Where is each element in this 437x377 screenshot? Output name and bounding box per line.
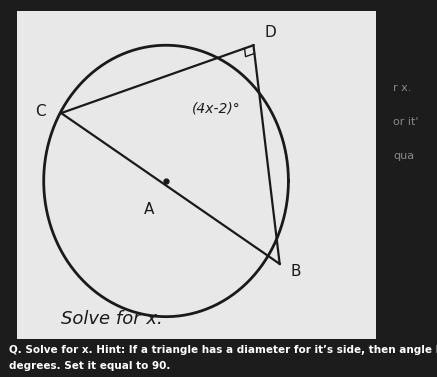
Text: (4x-2)°: (4x-2)° bbox=[192, 102, 241, 116]
Text: r x.: r x. bbox=[393, 83, 412, 93]
Text: degrees. Set it equal to 90.: degrees. Set it equal to 90. bbox=[9, 361, 170, 371]
Text: Solve for x.: Solve for x. bbox=[61, 310, 163, 328]
Text: D: D bbox=[264, 25, 276, 40]
Text: Q. Solve for x. Hint: If a triangle has a diameter for it’s side, then angle D i: Q. Solve for x. Hint: If a triangle has … bbox=[9, 345, 437, 355]
Text: C: C bbox=[35, 104, 46, 119]
Text: B: B bbox=[291, 264, 301, 279]
Text: or it': or it' bbox=[393, 117, 419, 127]
Text: A: A bbox=[143, 202, 154, 217]
Text: qua: qua bbox=[393, 151, 414, 161]
FancyBboxPatch shape bbox=[17, 11, 376, 339]
